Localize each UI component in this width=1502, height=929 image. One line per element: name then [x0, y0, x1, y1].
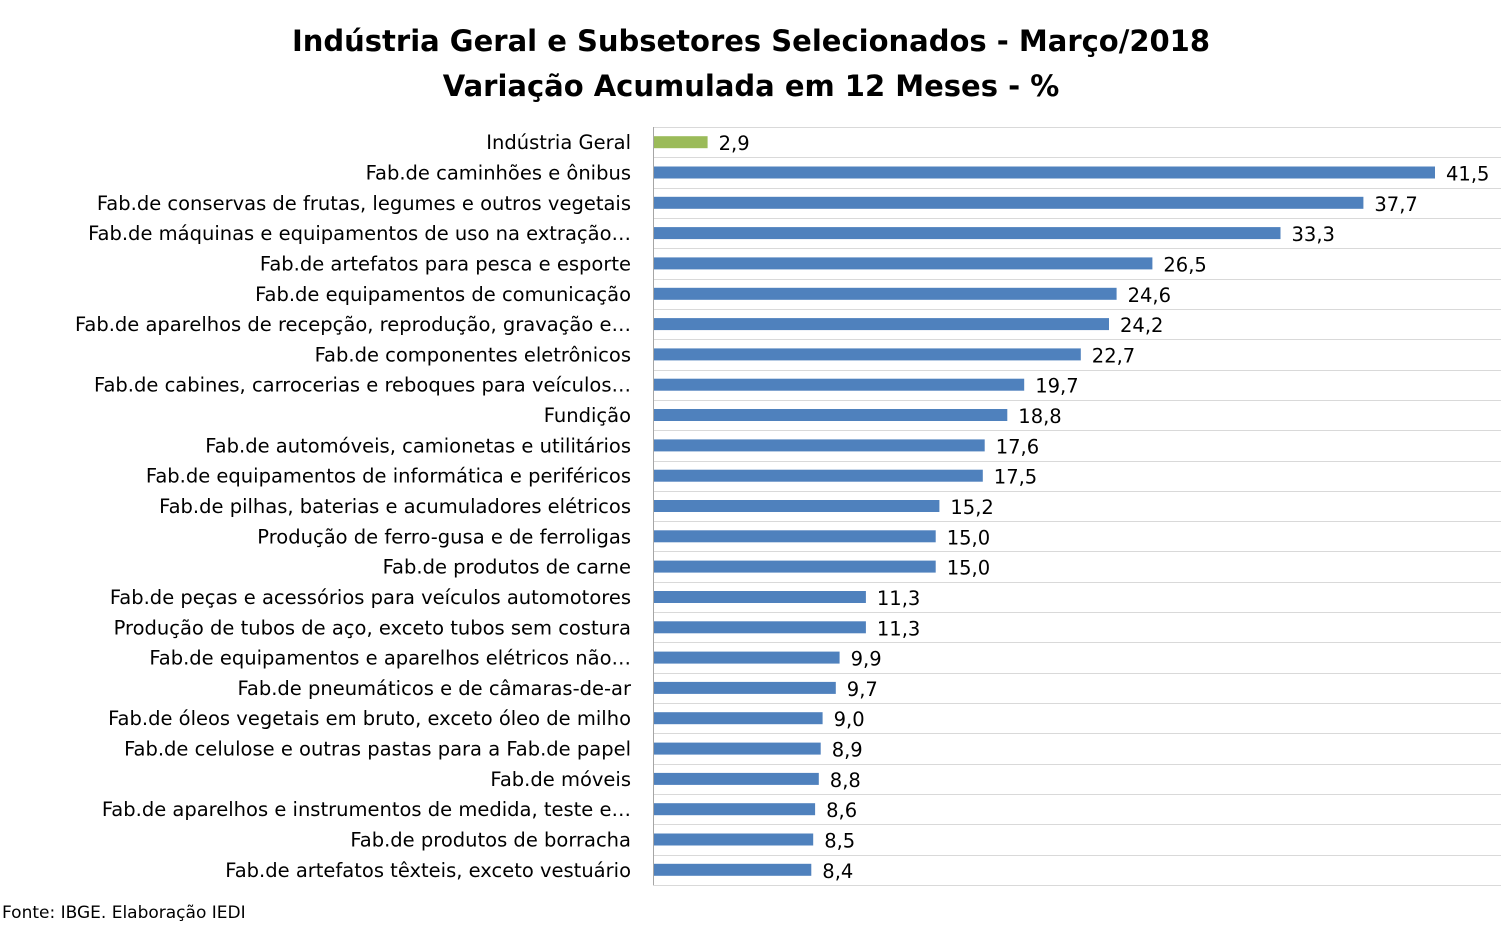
category-label: Fundição: [544, 404, 631, 427]
bar: [653, 287, 1117, 300]
category-label: Produção de tubos de aço, exceto tubos s…: [114, 616, 631, 639]
value-label: 17,6: [996, 435, 1039, 458]
category-labels: Indústria Geral Fab.de caminhões e ônibus…: [75, 131, 632, 882]
bar: [653, 409, 1008, 421]
value-labels: 2,9 41,5 37,7 33,3 26,5 24,6 24,2 22,7 19,7 18,8 1…: [719, 132, 1490, 883]
value-label: 15,0: [947, 557, 990, 580]
category-label: Fab.de óleos vegetais em bruto, exceto ó…: [108, 707, 631, 730]
value-label: 11,3: [877, 617, 920, 640]
category-label: Fab.de pilhas, baterias e acumuladores e…: [159, 495, 631, 518]
bar: [653, 500, 940, 512]
category-label: Fab.de aparelhos de recepção, reprodução…: [75, 313, 631, 336]
value-label: 9,9: [851, 648, 882, 671]
bar: [653, 257, 1153, 270]
value-label: 11,3: [877, 587, 920, 610]
bar: [653, 530, 936, 543]
bar: [653, 772, 819, 785]
value-label: 9,7: [847, 678, 878, 701]
value-label: 19,7: [1035, 375, 1078, 398]
bar: [653, 651, 840, 664]
grid-lines: [653, 127, 1501, 886]
source-note: Fonte: IBGE. Elaboração IEDI: [2, 903, 246, 923]
value-label: 8,9: [832, 739, 863, 762]
bar: [653, 681, 836, 694]
bar: [653, 318, 1109, 331]
value-label: 8,8: [830, 769, 861, 792]
bars: [653, 136, 1435, 876]
category-label: Fab.de peças e acessórios para veículos …: [110, 586, 631, 609]
bar: [653, 196, 1364, 209]
bar: [653, 439, 985, 452]
bar: [653, 833, 814, 846]
value-label: 22,7: [1092, 344, 1135, 367]
category-label: Fab.de cabines, carrocerias e reboques p…: [94, 374, 631, 397]
category-label: Fab.de celulose e outras pastas para a F…: [124, 738, 631, 761]
bar: [653, 863, 812, 876]
bar: [653, 469, 983, 482]
category-label: Fab.de artefatos para pesca e esporte: [260, 252, 631, 275]
value-label: 33,3: [1292, 223, 1335, 246]
value-label: 17,5: [994, 466, 1037, 489]
value-label: 18,8: [1018, 405, 1061, 428]
category-label: Fab.de componentes eletrônicos: [315, 343, 631, 366]
value-label: 24,6: [1128, 284, 1171, 307]
bar: [653, 166, 1435, 179]
value-label: 41,5: [1446, 163, 1489, 186]
value-label: 15,0: [947, 526, 990, 549]
category-label: Fab.de conservas de frutas, legumes e ou…: [97, 192, 631, 215]
category-label: Indústria Geral: [486, 131, 631, 154]
category-label: Fab.de máquinas e equipamentos de uso na…: [88, 222, 631, 245]
bar: [653, 378, 1025, 391]
bar: [653, 803, 816, 816]
value-label: 9,0: [834, 708, 865, 731]
value-label: 2,9: [719, 132, 750, 155]
bar: [653, 742, 821, 755]
value-label: 15,2: [950, 496, 993, 519]
category-label: Fab.de pneumáticos e de câmaras-de-ar: [237, 677, 632, 700]
category-label: Fab.de equipamentos e aparelhos elétrico…: [149, 647, 631, 670]
category-label: Produção de ferro-gusa e de ferroligas: [257, 525, 631, 548]
category-label: Fab.de caminhões e ônibus: [366, 162, 631, 185]
bar: [653, 136, 708, 149]
bar: [653, 712, 823, 725]
category-label: Fab.de automóveis, camionetas e utilitár…: [205, 434, 631, 457]
category-label: Fab.de artefatos têxteis, exceto vestuár…: [225, 859, 631, 882]
chart-title: Indústria Geral e Subsetores Selecionado…: [292, 24, 1210, 58]
bar: [653, 621, 866, 634]
category-label: Fab.de equipamentos de informática e per…: [146, 465, 631, 488]
value-label: 8,5: [824, 830, 855, 853]
value-label: 24,2: [1120, 314, 1163, 337]
category-label: Fab.de aparelhos e instrumentos de medid…: [102, 798, 631, 821]
value-label: 8,4: [822, 860, 853, 883]
category-label: Fab.de equipamentos de comunicação: [255, 283, 631, 306]
value-label: 37,7: [1374, 193, 1417, 216]
category-label: Fab.de produtos de carne: [383, 556, 631, 579]
bar: [653, 591, 866, 603]
category-label: Fab.de móveis: [490, 768, 631, 791]
value-label: 26,5: [1163, 253, 1206, 276]
bar: [653, 227, 1281, 240]
category-label: Fab.de produtos de borracha: [350, 829, 631, 852]
chart-subtitle: Variação Acumulada em 12 Meses - %: [443, 69, 1060, 103]
bar: [653, 560, 936, 573]
bar: [653, 348, 1081, 361]
value-label: 8,6: [826, 799, 857, 822]
